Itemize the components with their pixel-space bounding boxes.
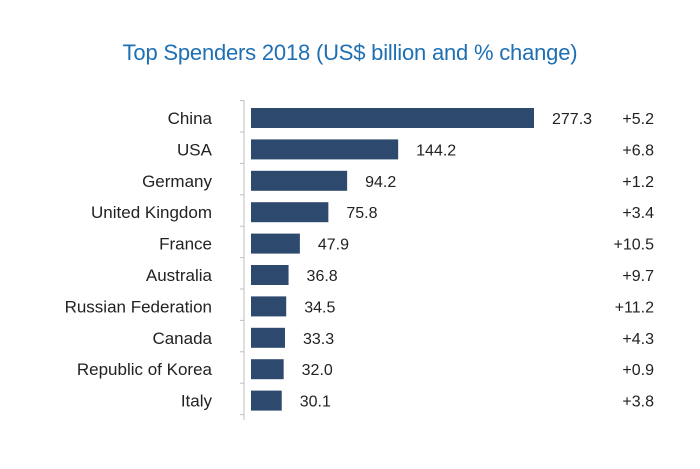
value-label: 34.5 [304,299,335,316]
category-label: France [159,235,212,254]
value-label: 47.9 [318,237,349,254]
category-label: Canada [152,329,212,348]
bar [251,327,285,348]
value-label: 32.0 [302,362,333,379]
category-label: Australia [146,266,213,285]
change-label: +1.2 [622,174,654,191]
value-label: 36.8 [307,268,338,285]
value-label: 30.1 [300,394,331,411]
bar [251,359,284,380]
chart-title: Top Spenders 2018 (US$ billion and % cha… [122,40,578,65]
change-label: +0.9 [622,362,654,379]
value-label: 277.3 [552,111,592,128]
value-label: 75.8 [346,205,377,222]
bar [251,233,300,254]
category-label: China [168,109,213,128]
category-label: United Kingdom [91,203,212,222]
category-label: Italy [181,392,213,411]
bar [251,202,329,223]
bar [251,108,534,128]
value-label: 94.2 [365,174,396,191]
value-label: 33.3 [303,331,334,348]
value-label: 144.2 [416,142,456,159]
bar [251,170,348,191]
change-label: +11.2 [615,299,654,316]
change-label: +5.2 [622,111,654,128]
change-label: +4.3 [622,331,654,348]
category-label: USA [177,140,213,159]
category-label: Russian Federation [65,297,212,316]
change-label: +6.8 [622,142,654,159]
change-label: +3.4 [622,205,654,222]
bar [251,296,287,317]
category-label: Republic of Korea [77,360,213,379]
change-label: +10.5 [614,237,655,254]
bar [251,139,399,160]
bar [251,390,282,411]
category-label: Germany [142,172,212,191]
change-label: +3.8 [622,394,654,411]
bar [251,265,289,285]
change-label: +9.7 [622,268,654,285]
